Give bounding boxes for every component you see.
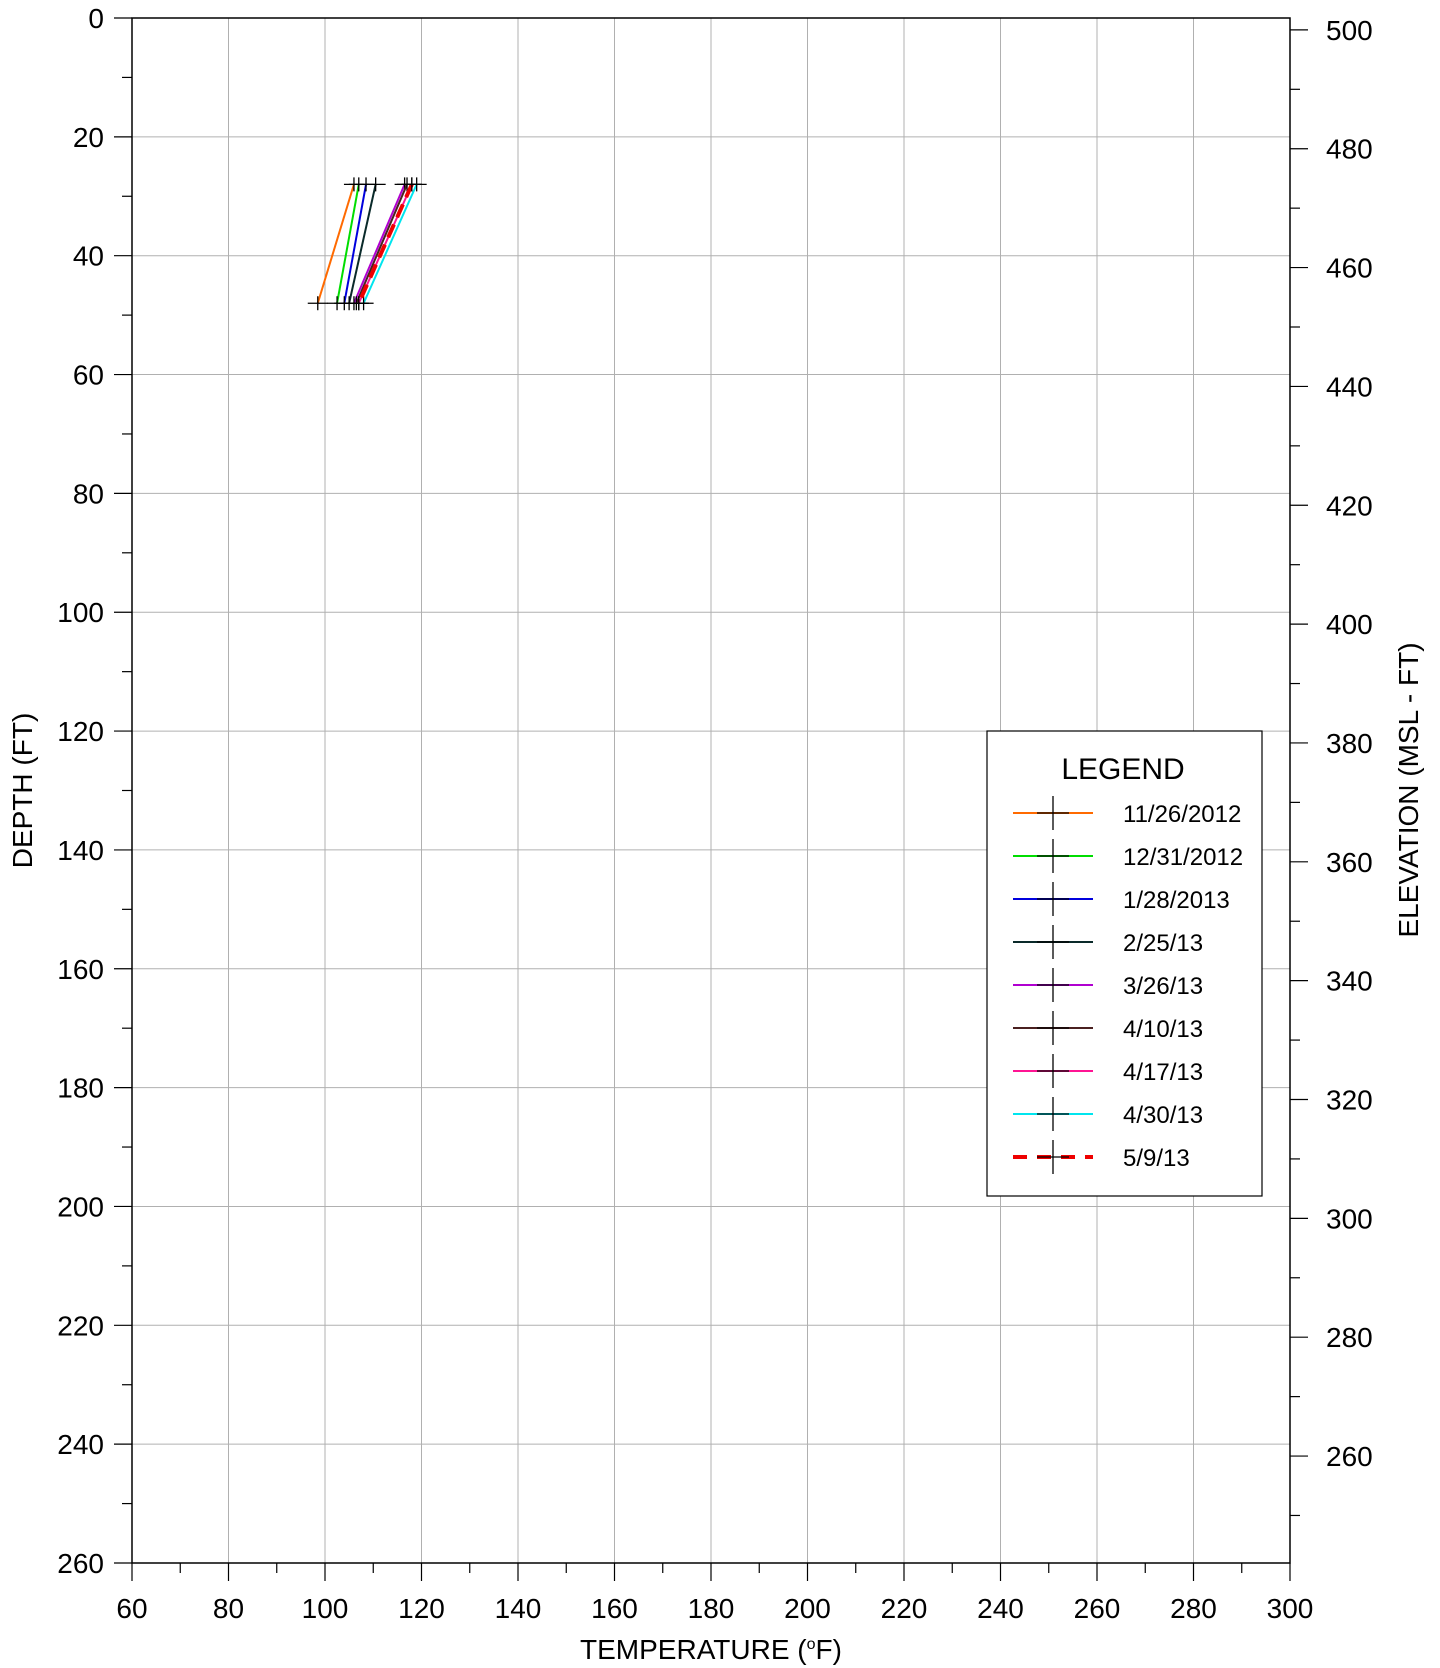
series-line [343,184,367,304]
legend-label: 4/17/13 [1123,1059,1203,1086]
legend-label: 4/10/13 [1123,1016,1203,1043]
series-line [336,184,360,304]
y-tick-label: 240 [57,1429,104,1460]
y-tick-label: 140 [57,835,104,866]
y-tick-label: 220 [57,1310,104,1341]
legend-title: LEGEND [1061,753,1184,786]
y2-tick-label: 500 [1326,15,1373,46]
legend-label: 4/30/13 [1123,1102,1203,1129]
x-tick-label: 180 [688,1593,735,1624]
x-tick-label: 200 [784,1593,831,1624]
series-line [355,183,408,304]
y-axis-title: DEPTH (FT) [7,713,38,869]
x-tick-label: 280 [1170,1593,1217,1624]
x-tick-labels: 60 80 100 120 140 160 180 200 220 240 260 280 300 [116,1593,1313,1624]
x-tick-label: 140 [495,1593,542,1624]
x-tick-label: 300 [1267,1593,1314,1624]
legend-box [986,730,1263,1197]
y2-tick-label: 460 [1326,253,1373,284]
x-tick-label: 220 [881,1593,928,1624]
x-tick-label: 260 [1074,1593,1121,1624]
series-line [348,184,377,304]
x-tick-label: 80 [213,1593,244,1624]
axis-ticks [114,17,1308,1581]
y-left-tick-labels: 0 20 40 60 80 100 120 140 160 180 200 220 240 260 [57,3,104,1579]
y2-tick-label: 400 [1326,609,1373,640]
legend-label: 2/25/13 [1123,930,1203,957]
y-tick-label: 40 [73,241,104,272]
x-tick-label: 240 [977,1593,1024,1624]
y2-tick-label: 340 [1326,966,1373,997]
y2-tick-label: 360 [1326,847,1373,878]
y2-tick-label: 280 [1326,1322,1373,1353]
legend-label: 1/28/2013 [1123,887,1230,914]
y-tick-label: 200 [57,1191,104,1222]
y-tick-label: 260 [57,1548,104,1579]
y-tick-label: 100 [57,597,104,628]
y-tick-label: 80 [73,478,104,509]
series-line [362,183,418,304]
y2-tick-label: 260 [1326,1441,1373,1472]
y-right-tick-labels: 500 480 460 440 420 400 380 360 340 320 300 280 260 [1326,15,1373,1472]
x-tick-label: 60 [116,1593,147,1624]
x-tick-label: 120 [398,1593,445,1624]
legend-label: 12/31/2012 [1123,844,1243,871]
legend-label: 5/9/13 [1123,1145,1190,1172]
y2-tick-label: 380 [1326,728,1373,759]
x-tick-label: 100 [302,1593,349,1624]
y2-tick-label: 420 [1326,490,1373,521]
series-lines [307,177,427,311]
legend: LEGEND 11/26/2012 12/31/2012 1/28/2013 2/25… [986,730,1263,1197]
y-tick-label: 20 [73,122,104,153]
y-tick-label: 120 [57,716,104,747]
series-line [357,183,413,304]
series-line [353,183,406,304]
y2-tick-label: 320 [1326,1085,1373,1116]
y2-tick-label: 440 [1326,371,1373,402]
y2-tick-label: 480 [1326,134,1373,165]
y-tick-label: 180 [57,1073,104,1104]
legend-label: 3/26/13 [1123,973,1203,1000]
y-tick-label: 0 [88,3,104,34]
y-right-axis-title: ELEVATION (MSL - FT) [1393,642,1424,937]
y-tick-label: 160 [57,954,104,985]
legend-label: 11/26/2012 [1123,801,1241,828]
legend-items: 11/26/2012 12/31/2012 1/28/2013 2/25/13 3/26… [1013,796,1243,1174]
y2-tick-label: 300 [1326,1203,1373,1234]
x-tick-label: 160 [591,1593,638,1624]
y-tick-label: 60 [73,360,104,391]
series-line [316,184,355,304]
x-axis-title: TEMPERATURE (oF) [580,1634,842,1665]
